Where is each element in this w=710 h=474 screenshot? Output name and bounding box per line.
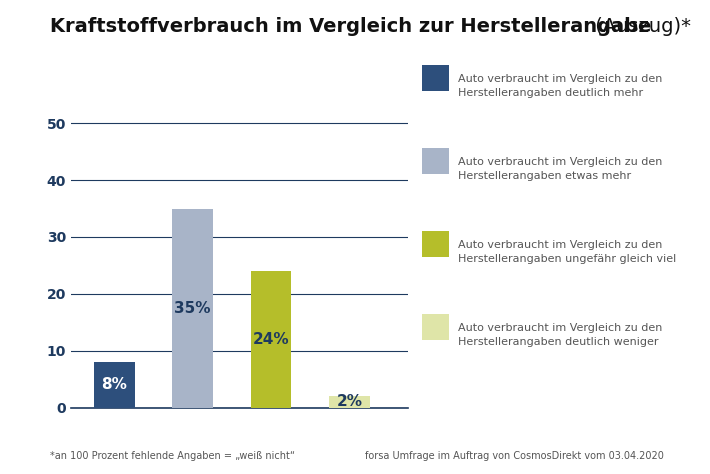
Text: Auto verbraucht im Vergleich zu den
Herstellerangaben deutlich weniger: Auto verbraucht im Vergleich zu den Hers… [458, 323, 662, 347]
Text: Auto verbraucht im Vergleich zu den
Herstellerangaben etwas mehr: Auto verbraucht im Vergleich zu den Hers… [458, 157, 662, 182]
Text: 2%: 2% [337, 394, 362, 410]
Text: *an 100 Prozent fehlende Angaben = „weiß nicht“: *an 100 Prozent fehlende Angaben = „weiß… [50, 451, 295, 461]
Bar [172, 209, 213, 408]
Text: Kraftstoffverbrauch im Vergleich zur Herstellerangabe: Kraftstoffverbrauch im Vergleich zur Her… [50, 17, 651, 36]
Text: 8%: 8% [102, 377, 127, 392]
Bar [94, 362, 134, 408]
Bar [251, 271, 291, 408]
Bar [329, 396, 370, 408]
Text: (Auszug)*: (Auszug)* [589, 17, 691, 36]
Text: Auto verbraucht im Vergleich zu den
Herstellerangaben deutlich mehr: Auto verbraucht im Vergleich zu den Hers… [458, 74, 662, 99]
Text: 24%: 24% [253, 332, 289, 347]
Text: forsa Umfrage im Auftrag von CosmosDirekt vom 03.04.2020: forsa Umfrage im Auftrag von CosmosDirek… [365, 451, 664, 461]
Text: 35%: 35% [175, 301, 211, 316]
Text: Auto verbraucht im Vergleich zu den
Herstellerangaben ungefähr gleich viel: Auto verbraucht im Vergleich zu den Hers… [458, 240, 676, 264]
